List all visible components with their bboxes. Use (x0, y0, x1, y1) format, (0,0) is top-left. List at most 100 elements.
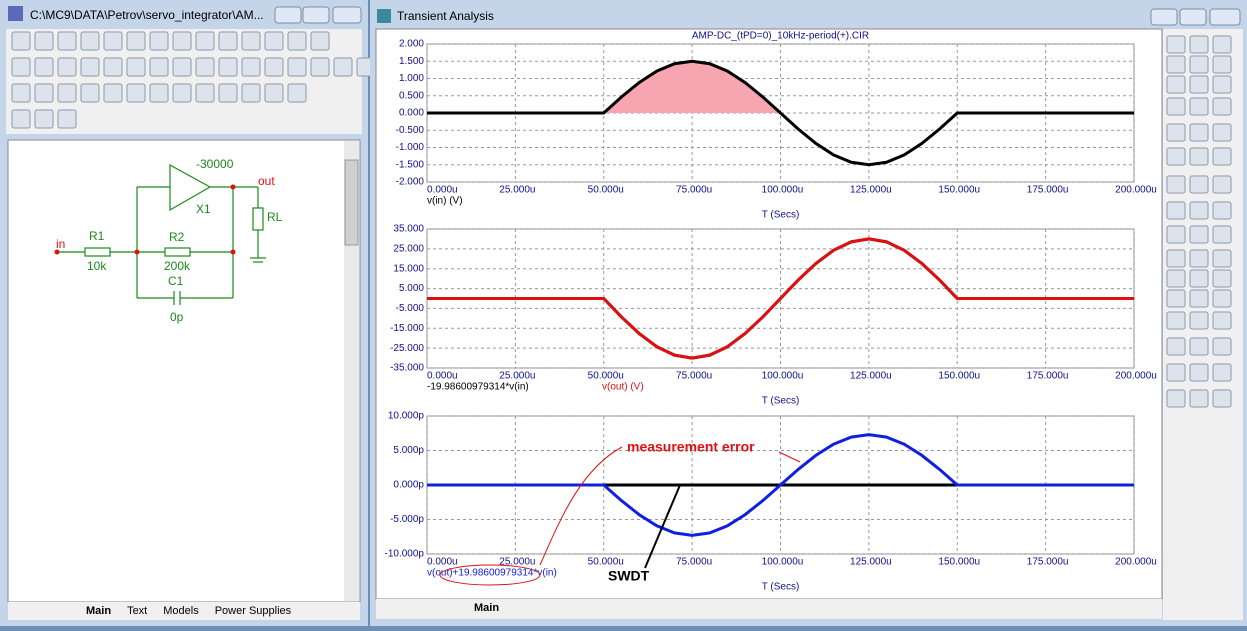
tool-button[interactable] (11, 57, 31, 77)
tool-button[interactable] (195, 57, 215, 77)
tool-button[interactable] (333, 57, 353, 77)
tool-button[interactable] (126, 57, 146, 77)
tool-button[interactable] (1212, 363, 1232, 382)
tool-button[interactable] (57, 109, 77, 129)
tool-button[interactable] (1212, 123, 1232, 142)
tool-button[interactable] (310, 31, 330, 51)
tool-button[interactable] (11, 109, 31, 129)
tool-button[interactable] (1212, 175, 1232, 194)
tool-button[interactable] (80, 31, 100, 51)
tool-button[interactable] (1166, 123, 1186, 142)
tab[interactable]: Text (127, 605, 147, 617)
tool-button[interactable] (11, 31, 31, 51)
tool-button[interactable] (103, 57, 123, 77)
scrollbar[interactable] (344, 141, 359, 601)
tool-button[interactable] (1166, 269, 1186, 288)
tool-button[interactable] (1212, 35, 1232, 54)
tool-button[interactable] (264, 31, 284, 51)
tool-button[interactable] (1212, 225, 1232, 244)
tool-button[interactable] (1166, 97, 1186, 116)
tool-button[interactable] (287, 31, 307, 51)
tool-button[interactable] (172, 57, 192, 77)
tool-button[interactable] (1189, 225, 1209, 244)
tool-button[interactable] (1189, 289, 1209, 308)
tab[interactable]: Main (86, 605, 111, 617)
tool-button[interactable] (1212, 97, 1232, 116)
tool-button[interactable] (80, 83, 100, 103)
tool-button[interactable] (1189, 249, 1209, 268)
tool-button[interactable] (264, 57, 284, 77)
minimize-button[interactable] (1150, 8, 1178, 26)
tool-button[interactable] (1166, 249, 1186, 268)
tool-button[interactable] (1189, 389, 1209, 408)
tab[interactable]: Main (474, 602, 499, 614)
minimize-button[interactable] (274, 6, 302, 24)
tool-button[interactable] (172, 31, 192, 51)
tool-button[interactable] (1189, 363, 1209, 382)
tool-button[interactable] (1166, 225, 1186, 244)
scroll-thumb[interactable] (344, 159, 359, 246)
tool-button[interactable] (80, 57, 100, 77)
tool-button[interactable] (1189, 269, 1209, 288)
tool-button[interactable] (1166, 75, 1186, 94)
tool-button[interactable] (1212, 249, 1232, 268)
tool-button[interactable] (1189, 201, 1209, 220)
tool-button[interactable] (1189, 147, 1209, 166)
tool-button[interactable] (57, 31, 77, 51)
tool-button[interactable] (1189, 35, 1209, 54)
tool-button[interactable] (1212, 269, 1232, 288)
tool-button[interactable] (34, 57, 54, 77)
tool-button[interactable] (1212, 389, 1232, 408)
tool-button[interactable] (310, 57, 330, 77)
tool-button[interactable] (149, 31, 169, 51)
tool-button[interactable] (1166, 35, 1186, 54)
tool-button[interactable] (1166, 389, 1186, 408)
tool-button[interactable] (1166, 175, 1186, 194)
tool-button[interactable] (1166, 55, 1186, 74)
tab[interactable]: Models (163, 605, 199, 617)
tool-button[interactable] (287, 83, 307, 103)
tool-button[interactable] (241, 31, 261, 51)
tool-button[interactable] (1212, 75, 1232, 94)
tool-button[interactable] (1212, 289, 1232, 308)
tool-button[interactable] (103, 31, 123, 51)
tool-button[interactable] (126, 31, 146, 51)
tool-button[interactable] (1189, 123, 1209, 142)
tab[interactable]: Power Supplies (215, 605, 292, 617)
tool-button[interactable] (1166, 337, 1186, 356)
tool-button[interactable] (287, 57, 307, 77)
tool-button[interactable] (195, 83, 215, 103)
tool-button[interactable] (57, 83, 77, 103)
tool-button[interactable] (1212, 147, 1232, 166)
tool-button[interactable] (126, 83, 146, 103)
tool-button[interactable] (1189, 337, 1209, 356)
tool-button[interactable] (195, 31, 215, 51)
tool-button[interactable] (1166, 289, 1186, 308)
tool-button[interactable] (103, 83, 123, 103)
tool-button[interactable] (1212, 55, 1232, 74)
tool-button[interactable] (57, 57, 77, 77)
tool-button[interactable] (1189, 97, 1209, 116)
tool-button[interactable] (1189, 175, 1209, 194)
tool-button[interactable] (1189, 75, 1209, 94)
tool-button[interactable] (1166, 311, 1186, 330)
tool-button[interactable] (34, 31, 54, 51)
tool-button[interactable] (241, 57, 261, 77)
tool-button[interactable] (1166, 363, 1186, 382)
maximize-button[interactable] (1179, 8, 1207, 26)
tool-button[interactable] (1166, 201, 1186, 220)
tool-button[interactable] (218, 31, 238, 51)
tool-button[interactable] (1212, 311, 1232, 330)
tool-button[interactable] (34, 83, 54, 103)
tool-button[interactable] (1212, 201, 1232, 220)
close-button[interactable] (1209, 8, 1241, 26)
tool-button[interactable] (1189, 311, 1209, 330)
tool-button[interactable] (218, 83, 238, 103)
tool-button[interactable] (264, 83, 284, 103)
tool-button[interactable] (241, 83, 261, 103)
tool-button[interactable] (1166, 147, 1186, 166)
maximize-button[interactable] (302, 6, 330, 24)
tool-button[interactable] (34, 109, 54, 129)
tool-button[interactable] (11, 83, 31, 103)
tool-button[interactable] (1189, 55, 1209, 74)
